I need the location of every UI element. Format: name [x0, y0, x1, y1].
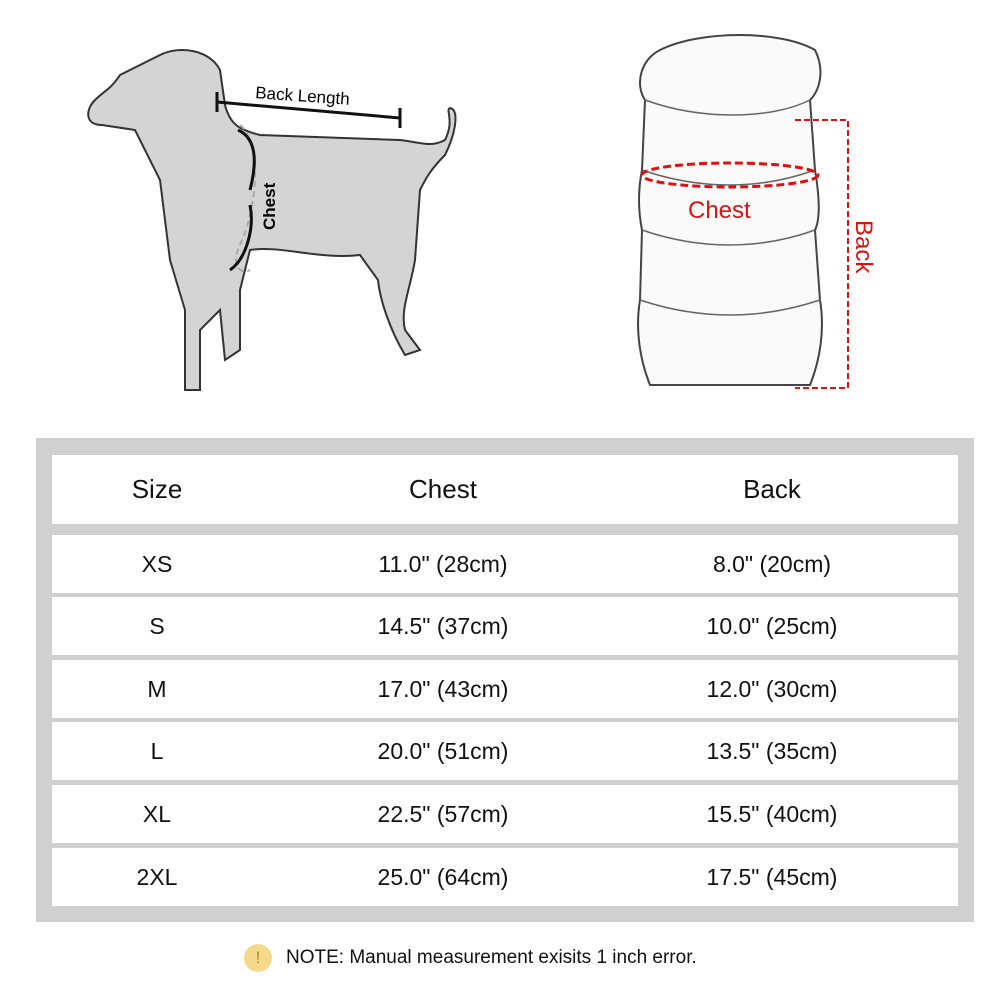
table-row: XS 11.0" (28cm) 8.0" (20cm): [52, 535, 958, 593]
cell-chest: 25.0" (64cm): [377, 863, 509, 890]
note-text: NOTE: Manual measurement exisits 1 inch …: [286, 947, 697, 968]
cell-back: 13.5" (35cm): [706, 737, 838, 764]
table-row: S 14.5" (37cm) 10.0" (25cm): [52, 597, 958, 655]
cell-size: XS: [141, 550, 173, 577]
cell-size: M: [147, 675, 167, 702]
cell-size: XL: [142, 800, 172, 827]
coat-outline: [637, 34, 823, 386]
table-row: M 17.0" (43cm) 12.0" (30cm): [52, 660, 958, 718]
cell-size: L: [150, 737, 164, 764]
cell-back: 12.0" (30cm): [706, 675, 838, 702]
cell-back: 8.0" (20cm): [712, 550, 832, 577]
dog-measurement-illustration: Back Length Chest: [87, 49, 457, 391]
measurement-note: ! NOTE: Manual measurement exisits 1 inc…: [244, 944, 697, 972]
header-chest: Chest: [409, 474, 477, 504]
coat-measurement-illustration: Chest Back: [637, 34, 877, 389]
coat-chest-label: Chest: [688, 197, 751, 224]
cell-back: 17.5" (45cm): [706, 863, 838, 890]
size-table: Size Chest Back XS 11.0" (28cm) 8.0" (20cm…: [36, 438, 974, 922]
cell-chest: 20.0" (51cm): [377, 737, 509, 764]
cell-chest: 11.0" (28cm): [378, 550, 508, 577]
exclamation-icon: !: [244, 944, 272, 972]
cell-chest: 14.5" (37cm): [377, 612, 509, 639]
cell-chest: 17.0" (43cm): [377, 675, 509, 702]
cell-chest: 22.5" (57cm): [377, 800, 509, 827]
table-row: XL 22.5" (57cm) 15.5" (40cm): [52, 785, 958, 843]
coat-back-label: Back: [850, 220, 877, 274]
cell-back: 15.5" (40cm): [706, 800, 838, 827]
table-row: 2XL 25.0" (64cm) 17.5" (45cm): [52, 848, 958, 906]
table-row: L 20.0" (51cm) 13.5" (35cm): [52, 722, 958, 780]
cell-size: S: [149, 612, 165, 639]
cell-back: 10.0" (25cm): [706, 612, 838, 639]
header-size: Size: [131, 474, 183, 504]
dog-silhouette: [87, 49, 457, 391]
table-header: Size Chest Back: [52, 455, 958, 524]
cell-size: 2XL: [136, 863, 178, 890]
back-length-label: Back Length: [255, 83, 351, 109]
chest-label: Chest: [260, 182, 279, 230]
header-back: Back: [743, 474, 801, 504]
